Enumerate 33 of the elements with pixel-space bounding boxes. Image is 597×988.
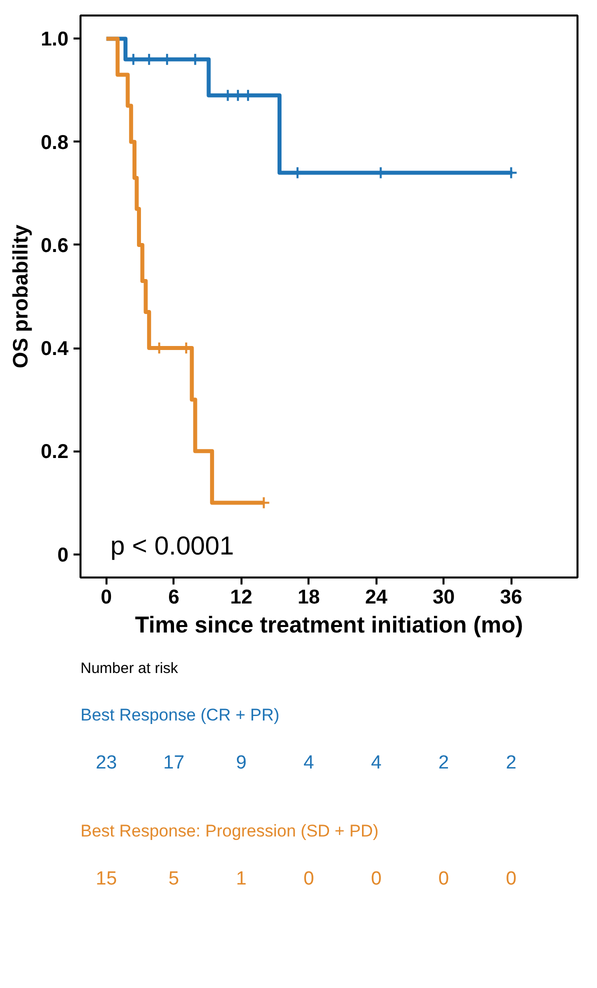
x-tick-label: 6 <box>168 586 180 608</box>
text: 0 <box>303 868 314 890</box>
text: 0 <box>438 868 449 890</box>
text: 5 <box>168 868 180 890</box>
text: 2 <box>438 752 449 774</box>
text: 15 <box>96 868 117 890</box>
text: 0 <box>506 868 516 890</box>
x-tick-label: 24 <box>365 586 388 608</box>
text: 9 <box>236 752 247 774</box>
y-tick-label: 1.0 <box>40 28 69 51</box>
y-tick-label: 0.6 <box>40 234 69 257</box>
y-tick-label: 0.2 <box>40 441 69 464</box>
text: 4 <box>370 752 382 774</box>
y-tick-label: 0 <box>57 544 68 566</box>
y-tick-label: 0.4 <box>40 338 70 360</box>
text: 1 <box>236 868 247 890</box>
text: Number at risk <box>80 660 179 678</box>
text: 17 <box>163 752 184 774</box>
text: 4 <box>303 752 314 774</box>
y-axis-title: OS probability <box>10 224 33 368</box>
x-tick-label: 18 <box>298 586 320 608</box>
text: Best Response: Progression (SD + PD) <box>80 822 379 841</box>
text: 23 <box>96 752 117 774</box>
annotation: p < 0.0001 <box>110 530 234 561</box>
y-tick-label: 0.8 <box>40 132 69 154</box>
x-tick-label: 12 <box>230 586 252 608</box>
text: 2 <box>506 752 516 774</box>
text: 0 <box>370 868 382 890</box>
text: Best Response (CR + PR) <box>80 706 280 725</box>
x-tick-label: 30 <box>432 586 455 608</box>
x-axis-title: Time since treatment initiation (mo) <box>134 612 524 638</box>
x-tick-label: 0 <box>100 586 112 608</box>
x-tick-label: 36 <box>500 586 522 608</box>
